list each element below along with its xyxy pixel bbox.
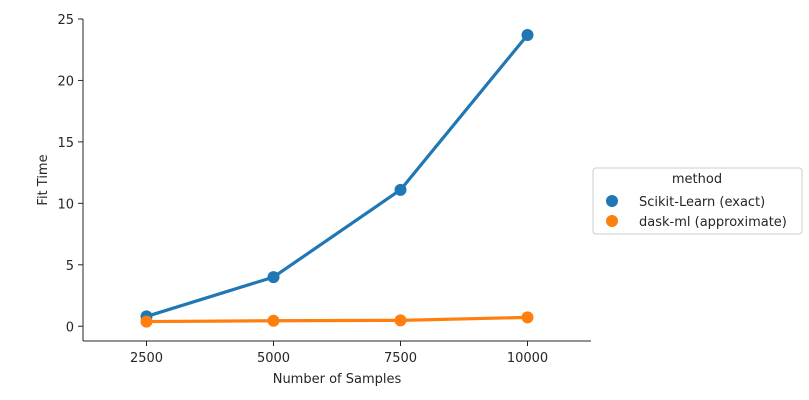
x-tick-label: 7500 (384, 351, 417, 366)
y-tick-label: 0 (66, 320, 74, 335)
y-tick-label: 20 (57, 74, 74, 89)
legend-entries: Scikit-Learn (exact) dask-ml (approximate… (606, 195, 787, 230)
legend-frame (592, 167, 803, 235)
series-layer (140, 28, 534, 328)
x-ticks: 2500 5000 7500 10000 (130, 341, 548, 366)
data-point (521, 28, 534, 41)
data-point (140, 315, 153, 328)
x-tick-label: 2500 (130, 351, 163, 366)
legend-marker (606, 215, 618, 227)
x-tick-label: 10000 (507, 351, 548, 366)
x-axis-label: Number of Samples (273, 372, 402, 387)
x-tick-label: 5000 (257, 351, 290, 366)
legend-label: Scikit-Learn (exact) (639, 195, 765, 210)
y-tick-label: 15 (57, 136, 74, 151)
series-line (144, 33, 530, 319)
legend-title: method (672, 172, 722, 187)
legend-entry: dask-ml (approximate) (606, 215, 787, 230)
data-point (267, 271, 280, 284)
y-tick-label: 10 (57, 197, 74, 212)
y-tick-label: 25 (57, 13, 74, 28)
legend-label: dask-ml (approximate) (639, 215, 787, 230)
legend: method Scikit-Learn (exact) dask-ml (appr… (592, 167, 803, 235)
legend-marker (606, 195, 618, 207)
y-ticks: 0 5 10 15 20 25 (57, 13, 83, 335)
series-line (144, 315, 530, 324)
y-axis-label: Fit Time (36, 154, 51, 205)
data-point (521, 311, 534, 324)
axes (82, 19, 591, 342)
series-2 (140, 311, 534, 328)
data-point (267, 314, 280, 327)
data-point (394, 183, 407, 196)
legend-entry: Scikit-Learn (exact) (606, 195, 765, 210)
series-1 (140, 28, 534, 323)
data-point (394, 314, 407, 327)
y-tick-label: 5 (66, 259, 74, 274)
